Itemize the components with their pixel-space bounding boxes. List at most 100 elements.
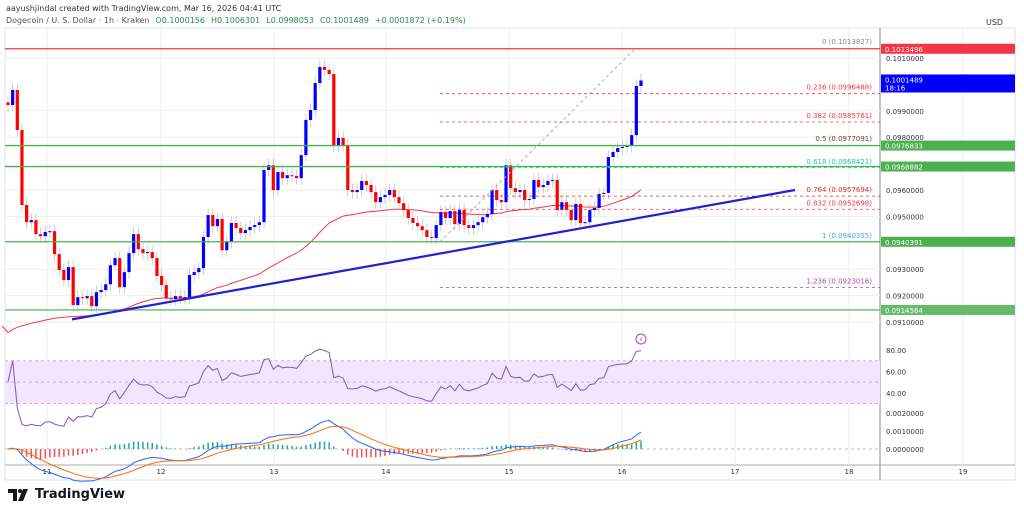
candle-body — [118, 258, 122, 288]
price-label-box — [881, 236, 1015, 247]
candle-body — [453, 211, 457, 225]
fib-level-label: 0.236 (0.0996488) — [806, 84, 872, 92]
candle-body — [257, 222, 261, 226]
price-label: 0.0976833 — [885, 143, 923, 151]
macd-tick: 0.0010000 — [886, 428, 924, 436]
candle-body — [113, 258, 117, 266]
ohlc-open: O0.1000156 — [155, 16, 205, 25]
candle-body — [308, 110, 313, 121]
candle-body — [597, 193, 601, 208]
price-label-box — [881, 43, 1015, 54]
candle-body — [159, 276, 164, 286]
price-tick: 0.0920000 — [886, 293, 924, 301]
fib-level-label: 0.5 (0.0977091) — [815, 135, 872, 143]
candle-body — [327, 69, 331, 75]
candle-body — [229, 223, 234, 243]
ohlc-close: C0.1001489 — [319, 16, 369, 25]
candle-body — [187, 275, 192, 298]
price-tick: 0.0990000 — [886, 108, 924, 116]
time-tick: 17 — [731, 468, 740, 476]
candle-body — [634, 85, 638, 136]
candle-body — [211, 215, 215, 227]
candle-body — [90, 296, 94, 307]
candle-body — [560, 202, 564, 211]
candle-body — [271, 165, 275, 190]
candle-body — [602, 192, 606, 194]
candle-body — [332, 74, 336, 146]
time-tick: 12 — [157, 468, 166, 476]
candle-body — [225, 242, 229, 251]
candle-body — [57, 254, 61, 270]
current-price-label: 0.1001489 — [885, 76, 923, 84]
candle-body — [374, 192, 378, 203]
candle-body — [364, 181, 368, 185]
candle-body — [639, 80, 643, 86]
candle-body — [550, 179, 555, 182]
candle-body — [104, 284, 108, 291]
candle-body — [108, 265, 112, 285]
candle-body — [62, 269, 66, 281]
fib-level-label: 1.236 (0.0923016) — [806, 278, 872, 286]
candle-body — [341, 137, 345, 146]
candle-body — [485, 214, 490, 218]
price-tick: 0.1010000 — [886, 55, 924, 63]
candle-body — [592, 207, 597, 211]
tradingview-logo: TradingView — [8, 487, 125, 502]
candle-body — [588, 210, 592, 223]
time-tick: 19 — [959, 468, 968, 476]
candle-body — [369, 184, 373, 193]
candle-body — [201, 236, 206, 269]
macd-tick: 0.0000000 — [886, 446, 924, 454]
candle-body — [429, 236, 434, 239]
time-tick: 18 — [845, 468, 854, 476]
candle-body — [318, 66, 322, 84]
rsi-tick: 60.00 — [886, 368, 906, 376]
price-tick: 0.0930000 — [886, 266, 924, 274]
candle-body — [388, 190, 392, 196]
candle-body — [192, 272, 196, 276]
candle-body — [85, 296, 89, 299]
price-tick: 0.0960000 — [886, 187, 924, 195]
candle-body — [471, 225, 476, 229]
price-label: 0.1013496 — [885, 46, 923, 54]
candle-body — [80, 297, 85, 299]
candle-body — [248, 226, 252, 231]
candle-body — [462, 210, 466, 226]
candle-body — [546, 181, 550, 185]
candle-body — [397, 197, 401, 204]
candle-body — [457, 210, 462, 225]
candle-body — [253, 225, 257, 227]
candle-body — [355, 190, 359, 193]
symbol-legend[interactable]: Dogecoin / U. S. Dollar · 1h · Kraken O0… — [6, 16, 466, 25]
candle-body — [564, 202, 569, 211]
candle-body — [71, 267, 75, 306]
candle-body — [197, 268, 201, 273]
symbol-name: Dogecoin / U. S. Dollar · 1h · Kraken — [6, 16, 150, 25]
candle-body — [150, 252, 154, 259]
candle-body — [350, 190, 355, 193]
ohlc-low: L0.0998053 — [266, 16, 314, 25]
candle-body — [527, 198, 531, 201]
candle-body — [99, 290, 103, 293]
chart-frame — [4, 27, 1016, 481]
price-tick: 0.0910000 — [886, 319, 924, 327]
price-label: 0.0914564 — [885, 307, 923, 315]
candle-body — [523, 190, 527, 201]
candle-body — [15, 89, 19, 131]
candle-body — [29, 220, 33, 223]
moving-average-line — [1, 189, 642, 334]
candle-body — [146, 252, 150, 254]
candle-body — [76, 297, 80, 306]
candle-body — [243, 230, 247, 234]
price-label: 0.0968882 — [885, 164, 923, 172]
candle-body — [499, 200, 503, 203]
candle-body — [513, 188, 517, 193]
candle-body — [290, 175, 294, 177]
candle-body — [48, 231, 52, 233]
ohlc-change: +0.0001872 (+0.19%) — [374, 16, 466, 25]
time-tick: 14 — [382, 468, 391, 476]
currency-label: USD — [986, 18, 1004, 27]
candle-body — [141, 249, 145, 254]
candle-body — [583, 222, 587, 224]
